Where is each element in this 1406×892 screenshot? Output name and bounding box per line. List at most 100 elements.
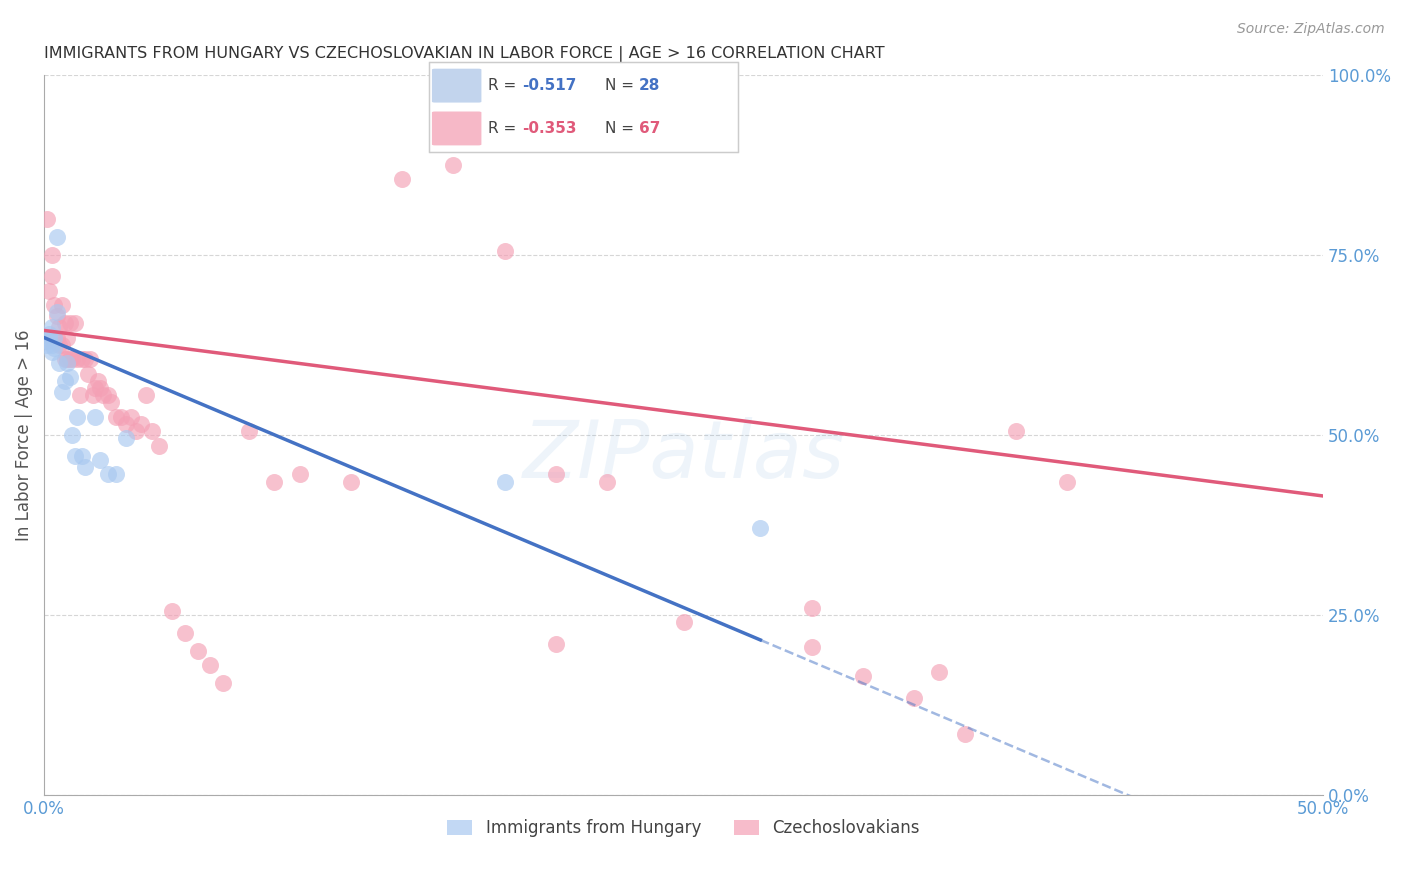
Point <box>38 326 60 341</box>
Point <box>45 230 67 244</box>
Point <box>1005 424 1028 438</box>
Point <box>187 644 209 658</box>
Legend: Immigrants from Hungary, Czechoslovakians: Immigrants from Hungary, Czechoslovakian… <box>440 813 927 844</box>
Point <box>60 427 83 442</box>
Text: N =: N = <box>605 78 638 93</box>
Point <box>749 521 772 535</box>
Point <box>82 388 104 402</box>
Point <box>53 374 76 388</box>
Text: -0.353: -0.353 <box>522 121 576 136</box>
Point <box>45 309 67 323</box>
Point <box>928 665 950 680</box>
Text: R =: R = <box>488 121 520 136</box>
Point <box>66 409 89 424</box>
Point <box>35 334 58 349</box>
Point <box>212 676 235 690</box>
Text: R =: R = <box>488 78 520 93</box>
Text: 67: 67 <box>640 121 661 136</box>
Point <box>160 604 183 618</box>
Point <box>59 370 82 384</box>
Point <box>38 284 60 298</box>
Point <box>953 726 976 740</box>
Point <box>56 352 79 367</box>
Point <box>48 338 70 352</box>
Point <box>238 424 260 438</box>
Point <box>44 342 66 356</box>
Point <box>148 439 170 453</box>
Point <box>115 431 138 445</box>
Point <box>173 625 195 640</box>
Point <box>852 669 875 683</box>
Point <box>596 475 619 489</box>
Point <box>115 417 138 431</box>
Point <box>97 467 120 482</box>
Point <box>38 330 60 344</box>
Point <box>89 381 111 395</box>
Point <box>41 319 63 334</box>
Point <box>51 298 73 312</box>
Point <box>87 374 110 388</box>
Point <box>340 475 363 489</box>
Point <box>53 316 76 330</box>
Text: N =: N = <box>605 121 638 136</box>
Point <box>63 450 86 464</box>
Point <box>97 388 120 402</box>
Point <box>84 381 107 395</box>
Point <box>44 330 66 344</box>
Point <box>44 330 66 344</box>
Point <box>76 367 98 381</box>
FancyBboxPatch shape <box>432 112 481 145</box>
Point <box>35 211 58 226</box>
Point <box>63 316 86 330</box>
Point <box>79 352 101 367</box>
Point <box>288 467 311 482</box>
Point <box>41 338 63 352</box>
Point <box>56 356 79 370</box>
Point <box>48 319 70 334</box>
Point <box>494 244 516 259</box>
Point <box>56 330 79 344</box>
Point <box>110 409 132 424</box>
Point <box>84 409 107 424</box>
Point <box>391 172 413 186</box>
Point <box>51 384 73 399</box>
Point <box>91 388 114 402</box>
Text: ZIPatlas: ZIPatlas <box>523 417 845 495</box>
Point <box>544 636 567 650</box>
Text: -0.517: -0.517 <box>522 78 576 93</box>
FancyBboxPatch shape <box>432 69 481 103</box>
Point <box>672 615 695 629</box>
Point <box>66 352 89 367</box>
Point <box>104 409 127 424</box>
Point <box>441 158 464 172</box>
Point <box>73 352 96 367</box>
Text: Source: ZipAtlas.com: Source: ZipAtlas.com <box>1237 22 1385 37</box>
Y-axis label: In Labor Force | Age > 16: In Labor Force | Age > 16 <box>15 329 32 541</box>
Point <box>48 356 70 370</box>
Point <box>903 690 925 705</box>
Point <box>800 640 823 654</box>
Point <box>1056 475 1078 489</box>
Point <box>53 352 76 367</box>
Point <box>141 424 163 438</box>
Point <box>44 298 66 312</box>
Point <box>800 600 823 615</box>
Point <box>200 658 222 673</box>
Text: 28: 28 <box>640 78 661 93</box>
Point <box>125 424 148 438</box>
Point <box>100 395 122 409</box>
Point <box>45 305 67 319</box>
Point <box>60 352 83 367</box>
Point <box>35 338 58 352</box>
Point <box>69 388 91 402</box>
Point <box>89 453 111 467</box>
Point <box>104 467 127 482</box>
Point <box>45 330 67 344</box>
Point <box>72 450 94 464</box>
Point <box>59 352 82 367</box>
Text: IMMIGRANTS FROM HUNGARY VS CZECHOSLOVAKIAN IN LABOR FORCE | AGE > 16 CORRELATION: IMMIGRANTS FROM HUNGARY VS CZECHOSLOVAKI… <box>44 46 884 62</box>
Point <box>72 352 94 367</box>
Point <box>263 475 285 489</box>
Point <box>59 316 82 330</box>
Point <box>544 467 567 482</box>
